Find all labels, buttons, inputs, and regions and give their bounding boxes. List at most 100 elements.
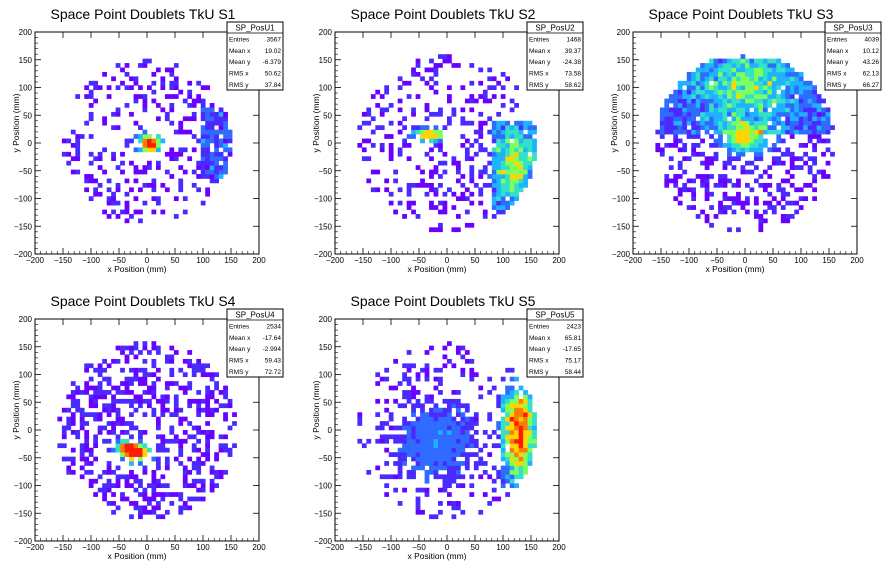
heatmap-bin (102, 492, 107, 497)
heatmap-bin (205, 134, 211, 139)
heatmap-bin (736, 80, 741, 86)
heatmap-bin (722, 182, 728, 188)
heatmap-bin (93, 492, 99, 497)
heatmap-bin (61, 138, 67, 144)
heatmap-bin (138, 350, 143, 355)
heatmap-bin (142, 341, 148, 346)
x-tick-label: 200 (252, 256, 266, 265)
heatmap-bin (88, 469, 94, 475)
heatmap-bin (102, 496, 107, 502)
heatmap-bin (142, 103, 148, 108)
heatmap-bin (500, 156, 506, 162)
heatmap-bin (451, 461, 457, 466)
heatmap-bin (406, 398, 412, 404)
heatmap-bin (691, 129, 697, 135)
heatmap-bin (691, 98, 697, 104)
heatmap-bin (505, 367, 511, 373)
heatmap-bin (88, 151, 94, 157)
heatmap-bin (151, 412, 157, 417)
heatmap-bin (151, 187, 157, 193)
heatmap-bin (61, 407, 67, 413)
heatmap-bin (187, 505, 193, 511)
heatmap-bin (518, 403, 524, 409)
heatmap-bin (115, 421, 121, 426)
heatmap-bin (415, 456, 421, 462)
heatmap-bin (523, 398, 528, 404)
heatmap-bin (753, 116, 759, 122)
heatmap-bin (686, 71, 692, 77)
heatmap-bin (115, 358, 121, 364)
heatmap-bin (695, 120, 701, 126)
heatmap-bin (97, 85, 103, 91)
heatmap-bin (762, 125, 768, 130)
heatmap-bin (491, 156, 497, 162)
heatmap-bin (406, 438, 412, 444)
heatmap-bin (420, 403, 425, 409)
heatmap-bin (155, 134, 161, 139)
heatmap-bin (124, 191, 130, 197)
heatmap-bin (115, 182, 121, 188)
heatmap-bin (731, 80, 737, 86)
heatmap-bin (415, 94, 421, 99)
heatmap-bin (794, 71, 800, 77)
heatmap-bin (442, 125, 448, 130)
heatmap-bin (164, 151, 170, 157)
heatmap-bin (411, 465, 416, 471)
heatmap-bin (825, 120, 831, 126)
heatmap-bin (514, 134, 519, 139)
heatmap-bin (142, 134, 148, 139)
heatmap-bin (518, 407, 524, 413)
heatmap-bin (496, 125, 502, 130)
heatmap-bin (169, 174, 175, 179)
heatmap-bin (447, 58, 452, 64)
heatmap-bin (527, 120, 533, 126)
heatmap-bin (691, 107, 697, 113)
heatmap-bin (500, 187, 506, 193)
heatmap-bin (460, 416, 466, 422)
heatmap-bin (758, 174, 764, 179)
heatmap-bin (429, 111, 434, 117)
heatmap-bin (196, 456, 202, 462)
heatmap-bin (505, 187, 511, 193)
heatmap-bin (223, 412, 228, 417)
heatmap-bin (830, 151, 835, 157)
heatmap-bin (509, 134, 515, 139)
heatmap-bin (361, 138, 367, 144)
heatmap-bin (740, 116, 746, 122)
heatmap-bin (505, 125, 511, 130)
heatmap-bin (514, 469, 519, 475)
heatmap-bin (447, 474, 452, 480)
heatmap-bin (514, 416, 519, 422)
heatmap-bin (505, 425, 511, 431)
heatmap-bin (532, 151, 537, 157)
heatmap-bin (97, 165, 103, 170)
heatmap-bin (780, 129, 786, 135)
heatmap-bin (718, 67, 723, 73)
heatmap-bin (182, 430, 188, 435)
heatmap-bin (173, 398, 179, 404)
heatmap-bin (155, 143, 161, 148)
heatmap-bin (469, 169, 475, 175)
heatmap-bin (61, 456, 67, 462)
heatmap-bin (438, 209, 443, 215)
heatmap-bin (415, 398, 421, 404)
heatmap-bin (794, 125, 800, 130)
heatmap-bin (749, 63, 755, 68)
heatmap-bin (406, 182, 412, 188)
heatmap-bin (147, 134, 152, 139)
heatmap-bin (370, 129, 376, 135)
heatmap-bin (709, 67, 714, 73)
heatmap-bin (500, 452, 506, 457)
heatmap-bin (691, 151, 697, 157)
heatmap-bin (151, 394, 157, 400)
heatmap-bin (496, 421, 502, 426)
heatmap-bin (518, 385, 524, 391)
heatmap-bin (124, 138, 130, 144)
heatmap-bin (111, 394, 116, 400)
heatmap-bin (173, 350, 179, 355)
heatmap-bin (780, 103, 786, 108)
heatmap-bin (455, 474, 461, 480)
heatmap-bin (178, 447, 184, 453)
heatmap-bin (133, 501, 139, 506)
